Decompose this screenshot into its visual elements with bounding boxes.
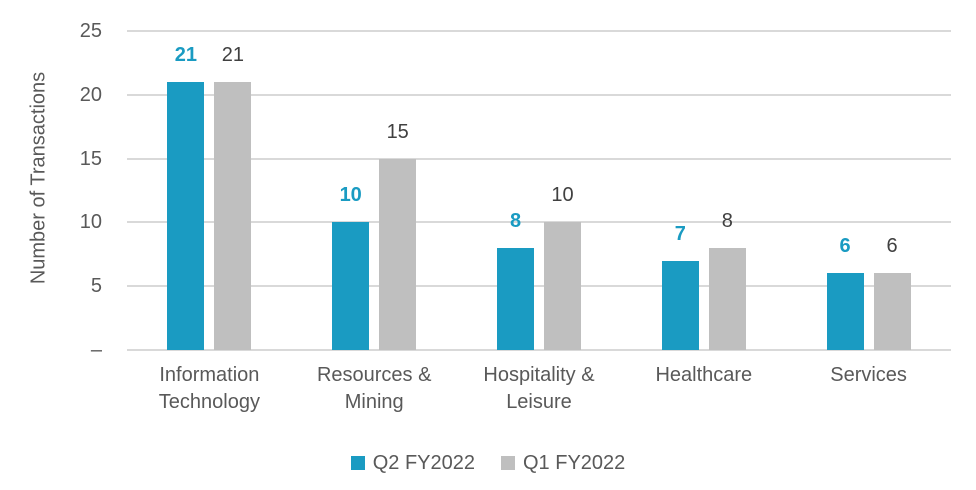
data-label: 6 <box>886 235 898 258</box>
bar <box>167 82 205 350</box>
legend: Q2 FY2022 Q1 FY2022 <box>0 448 976 478</box>
y-tick-label: – <box>90 339 102 361</box>
bar <box>544 222 581 350</box>
gridline <box>127 285 951 288</box>
bar <box>214 82 252 350</box>
bar <box>826 273 864 350</box>
data-label: 10 <box>551 184 574 207</box>
bar <box>379 158 417 350</box>
legend-label: Q1 FY2022 <box>523 451 626 474</box>
gridline <box>127 157 951 160</box>
x-axis-label: Information Technology <box>158 364 260 413</box>
gridline <box>127 221 951 224</box>
x-axis-label: Services <box>830 364 907 386</box>
data-label: 8 <box>721 209 733 232</box>
gridline <box>127 349 951 351</box>
x-axis-label: Resources & Mining <box>316 364 432 413</box>
data-label: 10 <box>339 184 362 207</box>
gridline <box>127 93 951 96</box>
data-label: 15 <box>386 120 409 143</box>
data-label: 7 <box>674 222 686 245</box>
legend-item: Q2 FY2022 <box>350 451 475 475</box>
gridline <box>127 30 951 32</box>
data-label: 8 <box>509 209 522 232</box>
bar <box>661 260 699 350</box>
y-tick-label: 25 <box>79 20 102 42</box>
x-axis-label: Hospitality & Leisure <box>483 364 595 413</box>
bar <box>332 222 370 350</box>
data-label: 6 <box>839 235 851 258</box>
legend-swatch <box>501 456 515 470</box>
y-tick-label: 15 <box>79 147 102 170</box>
legend-swatch <box>350 456 365 470</box>
y-tick-label: 10 <box>79 211 102 234</box>
bar <box>873 273 911 350</box>
bar <box>497 247 534 350</box>
legend-item: Q1 FY2022 <box>501 452 625 475</box>
y-tick-label: 5 <box>90 275 102 298</box>
data-label: 21 <box>221 44 245 67</box>
bar <box>708 247 746 350</box>
data-label: 21 <box>174 44 198 67</box>
legend-label: Q2 FY2022 <box>372 451 475 474</box>
x-axis-label: Healthcare <box>655 364 753 386</box>
y-tick-label: 20 <box>79 83 102 106</box>
